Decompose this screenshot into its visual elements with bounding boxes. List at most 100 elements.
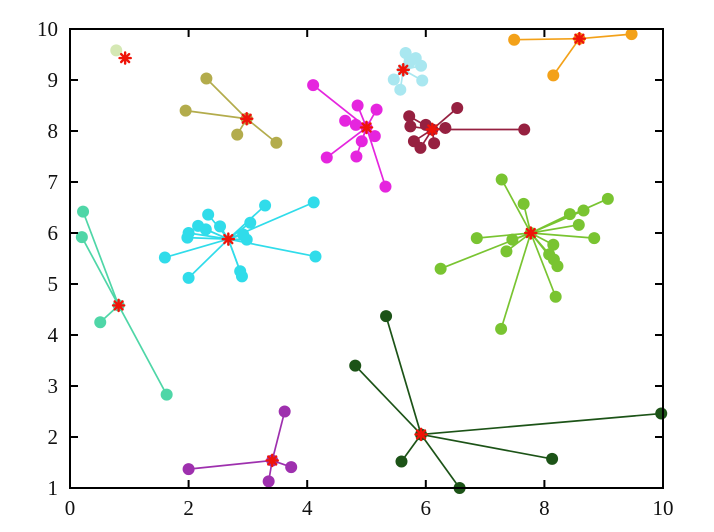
cluster-edge: [552, 38, 581, 76]
data-point: [439, 121, 452, 134]
cluster-light-green: [434, 173, 614, 335]
data-point: [395, 455, 408, 468]
data-point: [403, 110, 416, 123]
data-point: [350, 150, 363, 163]
data-point: [588, 232, 601, 245]
asterisk-ray: [241, 113, 252, 124]
data-point: [349, 359, 362, 372]
data-point: [259, 199, 272, 212]
data-point: [500, 245, 513, 258]
centroid-asterisk-marker: [221, 232, 236, 246]
data-point: [399, 46, 412, 59]
data-point: [235, 270, 248, 283]
cluster-edge: [420, 433, 553, 460]
data-point: [563, 208, 576, 221]
cluster-edge: [117, 305, 168, 396]
centroid-asterisk-marker: [265, 453, 280, 468]
cluster-edge: [188, 459, 273, 470]
cluster-dark-green: [349, 310, 668, 494]
data-point: [244, 216, 257, 229]
cluster-edge: [164, 238, 229, 259]
asterisk-ray: [267, 455, 278, 466]
data-point: [202, 208, 215, 221]
cluster-magenta: [307, 79, 392, 193]
x-tick-label: 10: [653, 496, 674, 520]
data-point: [355, 135, 368, 148]
data-point: [379, 180, 392, 193]
centroid-asterisk-marker: [239, 111, 254, 126]
data-point: [416, 74, 429, 87]
data-point: [414, 141, 427, 154]
data-point: [601, 192, 614, 205]
data-point: [451, 102, 464, 115]
data-point: [200, 72, 213, 85]
cluster-edge: [187, 236, 229, 240]
data-point: [380, 310, 393, 323]
cluster-olive: [179, 72, 283, 149]
data-point: [508, 33, 521, 46]
data-point: [270, 136, 283, 149]
data-point: [77, 205, 90, 218]
asterisk-ray: [415, 429, 427, 440]
data-point: [320, 151, 333, 164]
y-tick-label: 4: [48, 323, 59, 347]
cluster-orange: [508, 28, 638, 82]
data-point: [394, 83, 407, 96]
cluster-cyan: [158, 196, 322, 284]
data-point: [549, 290, 562, 303]
data-point: [495, 173, 508, 186]
cluster-edge: [354, 365, 422, 436]
cluster-edge: [500, 232, 532, 330]
cluster-dark-red: [403, 102, 531, 154]
y-tick-label: 7: [48, 170, 59, 194]
x-tick-label: 8: [539, 496, 550, 520]
centroid-asterisk-marker: [572, 31, 587, 46]
data-point: [182, 271, 195, 284]
data-point: [94, 316, 107, 329]
cluster-edge: [500, 179, 532, 234]
cluster-edge: [579, 33, 632, 40]
asterisk-ray: [427, 124, 438, 135]
x-tick-label: 6: [421, 496, 432, 520]
cluster-edge: [530, 232, 595, 239]
data-point: [518, 123, 531, 136]
data-point: [307, 196, 320, 209]
data-point: [278, 405, 291, 418]
cluster-purple: [182, 405, 298, 488]
plot-border: [69, 28, 664, 489]
asterisk-ray: [113, 300, 124, 311]
data-point: [370, 103, 383, 116]
asterisk-ray: [223, 233, 234, 245]
asterisk-ray: [525, 227, 536, 239]
data-point: [179, 104, 192, 117]
data-point: [546, 452, 559, 465]
cluster-edge: [529, 232, 557, 298]
data-point: [625, 28, 638, 41]
y-tick-label: 5: [48, 272, 59, 296]
cluster-edge: [530, 224, 579, 234]
data-point: [285, 461, 298, 474]
cluster-edge: [271, 411, 286, 461]
data-point: [551, 260, 564, 273]
y-tick-label: 3: [48, 374, 59, 398]
cluster-edge: [514, 37, 580, 41]
data-point: [158, 251, 171, 264]
data-point: [160, 388, 173, 401]
asterisk-ray: [119, 52, 131, 64]
data-point: [434, 262, 447, 275]
data-point: [351, 99, 364, 112]
data-point: [110, 44, 123, 57]
data-point: [428, 137, 441, 150]
data-point: [307, 79, 320, 92]
data-point: [506, 233, 519, 246]
cluster-edge: [385, 315, 422, 435]
cluster-edge: [420, 433, 461, 489]
data-point: [547, 69, 560, 82]
data-point: [655, 407, 668, 420]
data-point: [470, 232, 483, 245]
data-point: [404, 120, 417, 133]
y-tick-label: 9: [48, 68, 59, 92]
data-point: [309, 250, 322, 263]
cluster-edge: [420, 412, 662, 436]
cluster-edge: [530, 213, 571, 234]
